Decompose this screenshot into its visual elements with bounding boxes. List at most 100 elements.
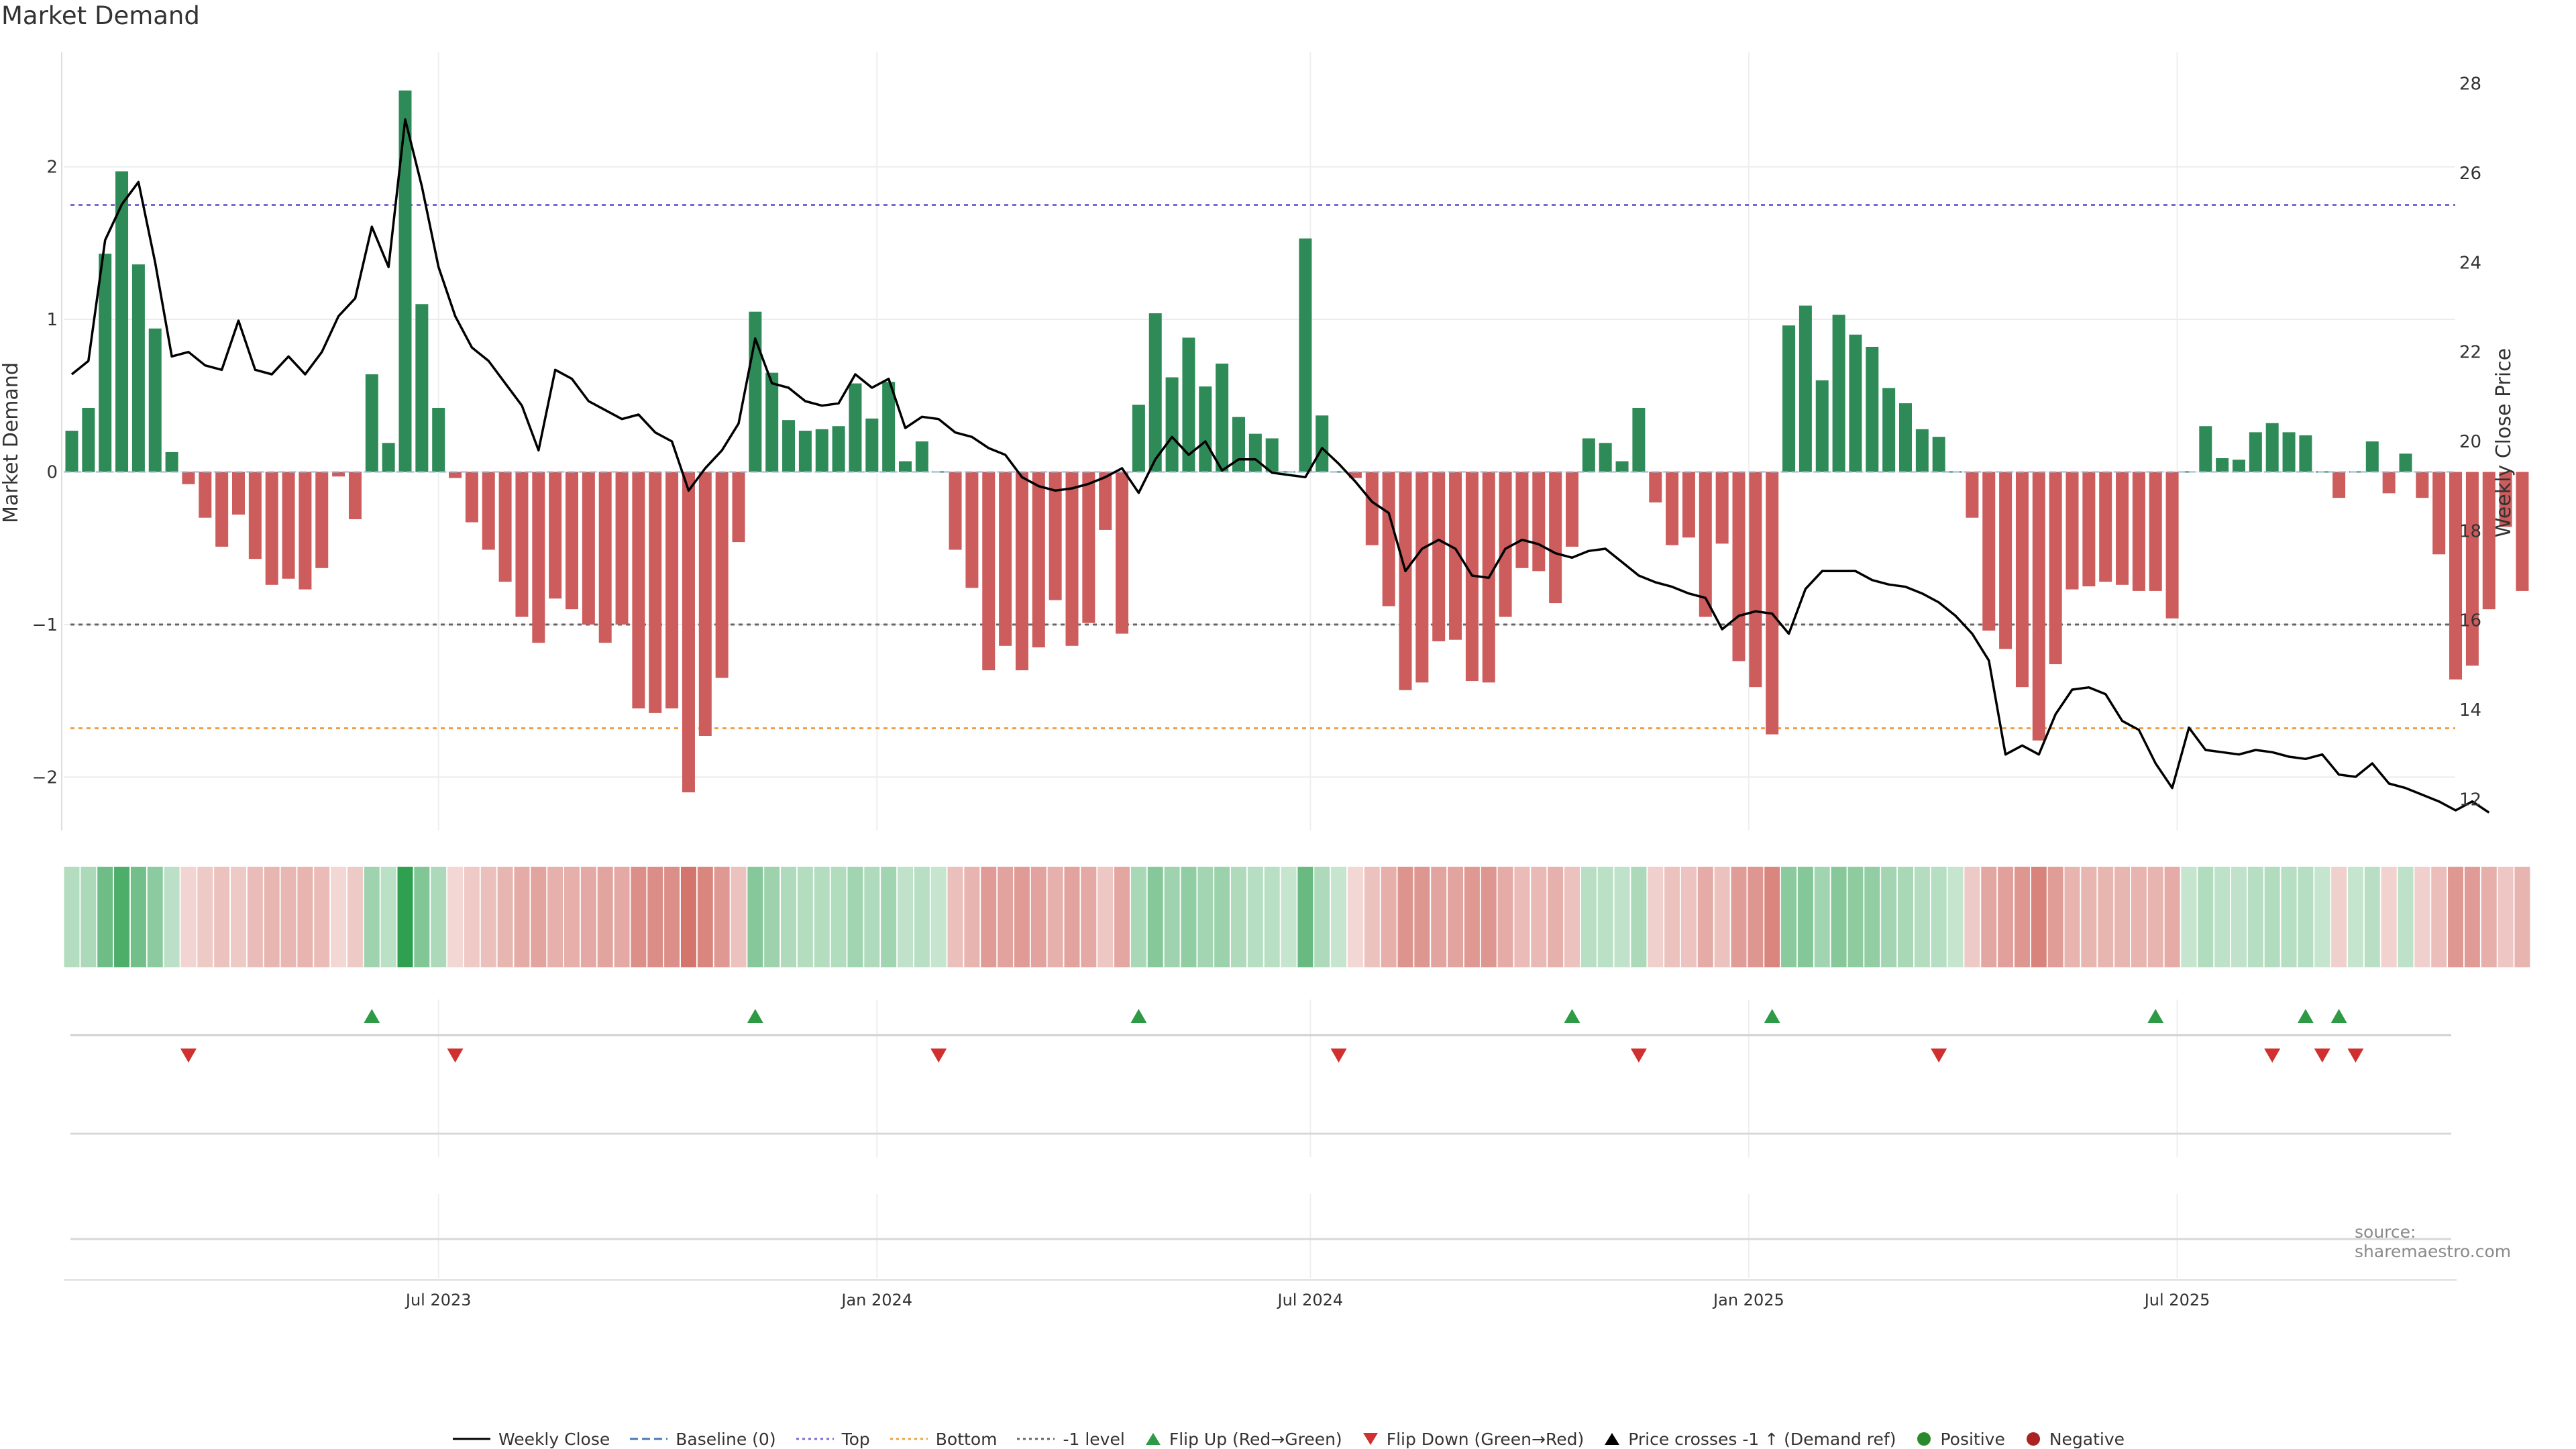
legend-symbol <box>630 1438 668 1440</box>
heat-strip-cell <box>814 867 830 967</box>
demand-bar <box>1432 472 1446 641</box>
heat-strip-cell <box>130 867 146 967</box>
demand-bar <box>2182 471 2196 473</box>
demand-bar <box>315 472 329 568</box>
heat-strip-cell <box>2064 867 2080 967</box>
legend-item: Baseline (0) <box>629 1429 776 1449</box>
demand-bar <box>1532 472 1546 572</box>
demand-bar <box>2116 472 2129 585</box>
heat-strip-cell <box>2364 867 2380 967</box>
heat-strip-cell <box>1881 867 1897 967</box>
flip-down-marker <box>447 1049 464 1063</box>
demand-bar <box>1715 472 1729 544</box>
heat-strip-cell <box>731 867 747 967</box>
demand-bar <box>99 254 112 472</box>
y2-tick-label: 18 <box>2459 521 2481 541</box>
heat-strip-cell <box>1247 867 1263 967</box>
legend-item: Flip Down (Green→Red) <box>1361 1429 1585 1449</box>
heat-strip-cell <box>2481 867 2497 967</box>
demand-bar <box>1749 472 1762 688</box>
heat-strip-cell <box>1497 867 1513 967</box>
legend-item: Positive <box>1915 1430 2005 1449</box>
legend-label: Flip Down (Green→Red) <box>1386 1429 1585 1449</box>
heat-strip-cell <box>1947 867 1964 967</box>
demand-bar <box>2216 458 2229 472</box>
heat-strip-cell <box>1164 867 1180 967</box>
demand-bar <box>2482 472 2496 610</box>
heat-strip-cell <box>1548 867 1564 967</box>
demand-bar <box>2416 472 2429 498</box>
flip-down-marker <box>180 1049 197 1063</box>
heat-strip-cell <box>797 867 813 967</box>
demand-bar <box>1866 346 1879 472</box>
heat-strip-cell <box>264 867 280 967</box>
demand-bar <box>1299 238 1312 472</box>
heat-strip-cell <box>1464 867 1480 967</box>
heat-strip-cell <box>964 867 980 967</box>
demand-bar <box>1966 472 1979 518</box>
demand-bar <box>1515 472 1529 568</box>
demand-bar <box>832 426 845 472</box>
demand-bar <box>1882 388 1896 472</box>
heat-strip-cell <box>97 867 113 967</box>
heat-strip-cell <box>2381 867 2397 967</box>
demand-bar <box>1382 472 1395 606</box>
y2-tick-label: 26 <box>2459 164 2481 184</box>
heat-strip-cell <box>1347 867 1363 967</box>
demand-bar <box>415 304 429 472</box>
demand-bar <box>248 472 262 559</box>
heat-strip-cell <box>1898 867 1913 967</box>
heat-strip-cell <box>1197 867 1214 967</box>
demand-bar <box>465 472 478 523</box>
chart-title: Market Demand <box>1 1 200 30</box>
heat-strip-cell <box>2031 867 2047 967</box>
demand-bar <box>1182 337 1195 472</box>
demand-bar <box>1316 415 1329 472</box>
heat-strip-cell <box>1147 867 1163 967</box>
legend-item: Weekly Close <box>451 1430 610 1449</box>
legend-symbol <box>1917 1432 1931 1446</box>
demand-bar <box>1099 472 1112 530</box>
demand-bar <box>1365 472 1379 545</box>
heat-strip-cell <box>1998 867 2014 967</box>
demand-bar <box>1148 313 1162 472</box>
heat-strip-cell <box>614 867 630 967</box>
heat-strip-cell <box>231 867 246 967</box>
heat-strip-cell <box>1748 867 1764 967</box>
demand-bar <box>1415 472 1429 683</box>
demand-bar <box>1682 472 1695 538</box>
flip-down-marker <box>1330 1049 1347 1063</box>
heat-strip-cell <box>247 867 263 967</box>
legend-item: Price crosses -1 ↑ (Demand ref) <box>1603 1430 1896 1449</box>
legend-label: -1 level <box>1063 1429 1125 1449</box>
heat-strip-cell <box>397 867 413 967</box>
heat-strip-cell <box>2114 867 2131 967</box>
heat-strip-cell <box>1431 867 1447 967</box>
heat-strip-cell <box>431 867 447 967</box>
flip-down-marker <box>930 1049 947 1063</box>
heat-strip-cell <box>1481 867 1497 967</box>
demand-bar <box>382 443 395 472</box>
demand-bar <box>449 472 462 478</box>
legend-label: Baseline (0) <box>676 1429 776 1449</box>
demand-bar <box>1399 472 1412 690</box>
demand-bar <box>498 472 512 582</box>
heat-strip-cell <box>480 867 496 967</box>
heat-strip-cell <box>1531 867 1547 967</box>
y2-tick-label: 22 <box>2459 343 2481 363</box>
legend-symbol <box>1362 1433 1378 1445</box>
heat-strip-cell <box>2047 867 2063 967</box>
heat-strip-cell <box>2314 867 2330 967</box>
heat-strip-cell <box>1931 867 1947 967</box>
demand-bar <box>782 420 796 472</box>
x-tick-label: Jul 2024 <box>1277 1291 1344 1309</box>
demand-bar <box>549 472 562 599</box>
heat-strip-cell <box>447 867 464 967</box>
heat-strip-cell <box>297 867 313 967</box>
y2-tick-label: 16 <box>2459 611 2481 631</box>
heat-strip-cell <box>280 867 297 967</box>
heat-strip-cell <box>2164 867 2180 967</box>
legend-label: Flip Up (Red→Green) <box>1169 1429 1342 1449</box>
demand-bar <box>2149 472 2162 591</box>
heat-strip-cell <box>2214 867 2231 967</box>
